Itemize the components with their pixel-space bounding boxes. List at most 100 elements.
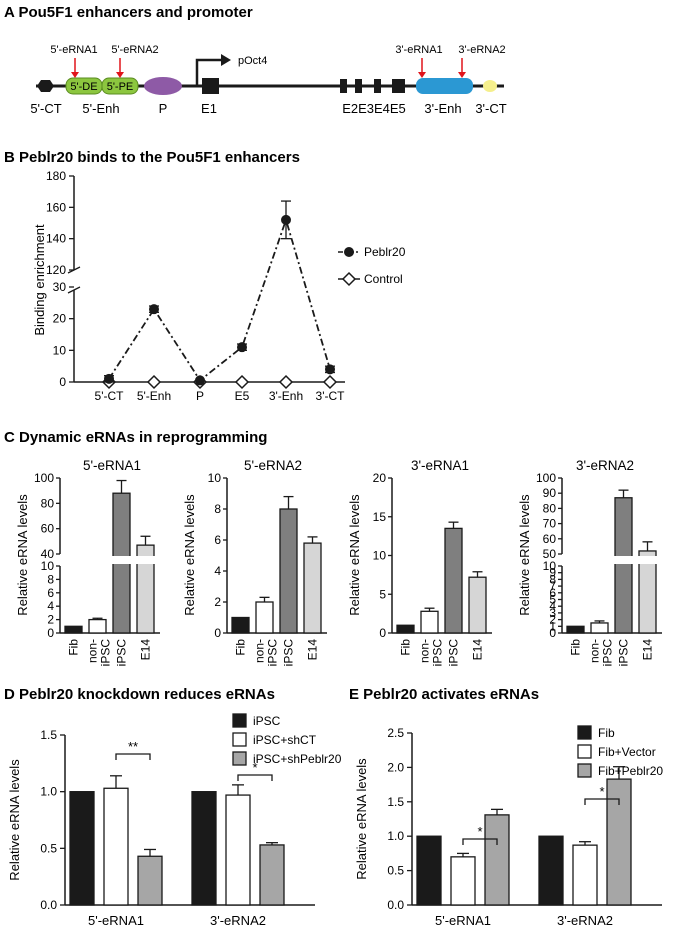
exon5-box — [392, 79, 405, 93]
legend-swatch — [232, 751, 247, 766]
bar — [259, 844, 285, 906]
element-label-enh3: 3'-Enh — [424, 101, 461, 116]
y-tick-label: 10 — [543, 559, 557, 573]
peblr20-point — [281, 214, 291, 225]
x-tick-label: Fib — [234, 639, 248, 656]
significance-bracket — [115, 753, 151, 760]
control-point — [278, 374, 294, 390]
panel-d-chart: 0.0 0.5 1.0 1.5 Relative eRNA levels 5'-eRNA1… — [7, 713, 342, 928]
y-tick-label: 40 — [41, 547, 55, 561]
bar — [468, 576, 487, 634]
y-tick-label: 180 — [46, 169, 66, 183]
y-axis-label: Binding enrichment — [32, 224, 47, 336]
x-tick-label: 5'-Enh — [137, 389, 171, 403]
y-tick-label: 8 — [214, 502, 221, 516]
legend-swatch — [232, 732, 247, 747]
bar — [103, 787, 129, 906]
bar — [231, 616, 250, 634]
promoter-element — [144, 77, 182, 95]
control-point — [322, 374, 338, 390]
exon2-box — [340, 79, 347, 93]
bar — [303, 542, 322, 634]
y-tick-label: 6 — [214, 533, 221, 547]
bar — [255, 601, 274, 634]
axis-break-gap — [54, 556, 162, 564]
y-tick-label: 2 — [214, 595, 221, 609]
x-tick-label: 3'-CT — [316, 389, 346, 403]
x-tick-label: iPSC — [115, 639, 129, 667]
y-tick-label: 5 — [549, 593, 556, 607]
panel-e-chart: 0.0 0.5 1.0 1.5 2.0 2.5 Relative eRNA levels 5'… — [354, 725, 663, 928]
bar — [538, 835, 564, 906]
erna-label-5-1: 5'-eRNA1 — [50, 44, 97, 56]
panel-e-title: E Peblr20 activates eRNAs — [349, 686, 539, 703]
bar — [420, 610, 439, 634]
bar — [137, 855, 163, 906]
element-label-enh5: 5'-Enh — [82, 101, 119, 116]
x-tick-label: Fib — [67, 639, 81, 656]
y-tick-label: 60 — [543, 532, 557, 546]
y-tick-label: 120 — [46, 263, 66, 277]
y-tick-label: 15 — [373, 510, 387, 524]
y-tick-label: 0 — [47, 626, 54, 640]
bar — [64, 625, 83, 634]
bar — [416, 835, 442, 906]
y-tick-label: 100 — [34, 471, 54, 485]
x-tick-label: iPSC — [266, 639, 280, 667]
ct3-element — [483, 80, 497, 92]
y-tick-label: 6 — [47, 586, 54, 600]
control-point — [234, 374, 250, 390]
x-tick-label: 3'-eRNA2 — [210, 913, 266, 928]
legend-swatch — [577, 725, 592, 740]
x-tick-label: E14 — [641, 639, 655, 661]
erna-label-5-2: 5'-eRNA2 — [111, 44, 158, 56]
y-axis-label: Relative eRNA levels — [182, 494, 197, 616]
x-tick-label: non- — [588, 639, 602, 663]
significance-bracket — [237, 774, 273, 781]
y-tick-label: 2.0 — [387, 760, 404, 774]
y-tick-label: 1.0 — [40, 785, 57, 799]
significance-bracket — [462, 838, 498, 845]
element-label-promoter: P — [159, 101, 168, 116]
y-tick-label: 80 — [543, 501, 557, 515]
erna-arrows — [71, 58, 466, 78]
x-tick-label: 3'-Enh — [269, 389, 303, 403]
y-tick-label: 1 — [549, 619, 556, 633]
x-tick-label: 5'-eRNA1 — [435, 913, 491, 928]
x-tick-label: non- — [253, 639, 267, 663]
tss-arrow — [195, 58, 222, 86]
bar — [450, 856, 476, 906]
x-tick-label: Fib — [399, 639, 413, 656]
y-tick-label: 8 — [47, 572, 54, 586]
y-tick-label: 2.5 — [387, 726, 404, 740]
y-tick-label: 0.0 — [387, 898, 404, 912]
x-tick-label: E14 — [471, 639, 485, 661]
y-tick-label: 0.5 — [40, 841, 57, 855]
bar — [396, 624, 415, 634]
bar — [566, 625, 585, 634]
y-tick-label: 20 — [373, 471, 387, 485]
x-tick-label: E14 — [306, 639, 320, 661]
panel-a-title: A Pou5F1 enhancers and promoter — [4, 4, 253, 21]
element-label-ct5: 5'-CT — [30, 101, 61, 116]
exon1-box — [202, 78, 219, 94]
x-tick-label: non- — [86, 639, 100, 663]
y-tick-label: 3 — [549, 606, 556, 620]
y-tick-label: 0 — [379, 626, 386, 640]
x-tick-label: 5'-eRNA1 — [88, 913, 144, 928]
y-tick-label: 0 — [214, 626, 221, 640]
y-tick-label: 1.5 — [387, 795, 404, 809]
x-tick-label: iPSC — [282, 639, 296, 667]
bar — [572, 844, 598, 906]
x-tick-label: E14 — [139, 639, 153, 661]
panel-b-title: B Peblr20 binds to the Pou5F1 enhancers — [4, 149, 300, 166]
peblr20-line — [108, 216, 331, 382]
y-tick-label: 50 — [543, 547, 557, 561]
element-label-e2-e5: E2E3E4E5 — [342, 101, 406, 116]
y-tick-label: 70 — [543, 517, 557, 531]
legend-swatch — [577, 763, 592, 778]
bar — [590, 622, 609, 634]
y-tick-label: 6 — [549, 586, 556, 600]
